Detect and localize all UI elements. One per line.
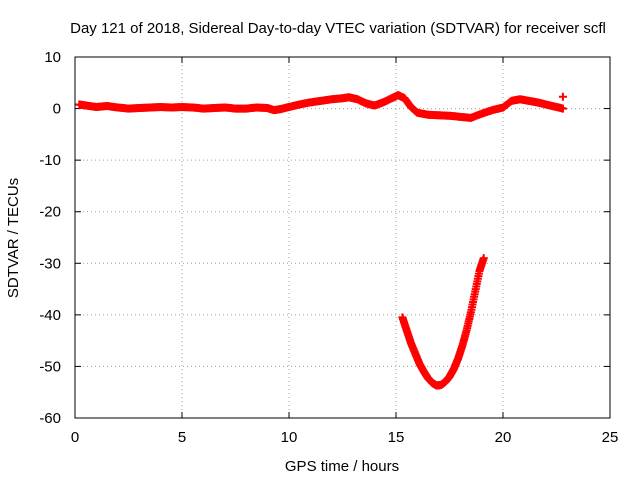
data-points xyxy=(75,91,567,390)
x-tick-label: 20 xyxy=(495,429,512,446)
x-tick-label: 10 xyxy=(281,429,298,446)
x-tick-label: 25 xyxy=(602,429,619,446)
grid-lines xyxy=(75,57,610,418)
series-isolated-point xyxy=(558,92,567,101)
y-tick-label: -40 xyxy=(39,307,61,324)
chart-title: Day 121 of 2018, Sidereal Day-to-day VTE… xyxy=(70,20,606,37)
y-axis-title: SDTVAR / TECUs xyxy=(5,178,22,298)
y-tick-label: -20 xyxy=(39,204,61,221)
x-tick-labels: 0 5 10 15 20 25 xyxy=(71,429,619,446)
x-axis-title: GPS time / hours xyxy=(285,458,399,475)
series-main-arc xyxy=(75,91,567,122)
data-point xyxy=(558,92,567,101)
y-tick-labels: 10 0 -10 -20 -30 -40 -50 -60 xyxy=(39,49,61,427)
y-tick-label: -60 xyxy=(39,410,61,427)
x-tick-label: 0 xyxy=(71,429,79,446)
y-tick-label: -10 xyxy=(39,152,61,169)
x-tick-label: 15 xyxy=(388,429,405,446)
y-tick-label: 10 xyxy=(44,49,61,66)
data-point xyxy=(558,104,567,113)
data-point xyxy=(479,254,488,263)
y-tick-label: -30 xyxy=(39,255,61,272)
y-tick-label: 0 xyxy=(53,101,61,118)
y-tick-label: -50 xyxy=(39,358,61,375)
x-tick-label: 5 xyxy=(178,429,186,446)
series-descending-arc xyxy=(398,254,488,390)
plot-frame xyxy=(74,56,611,419)
